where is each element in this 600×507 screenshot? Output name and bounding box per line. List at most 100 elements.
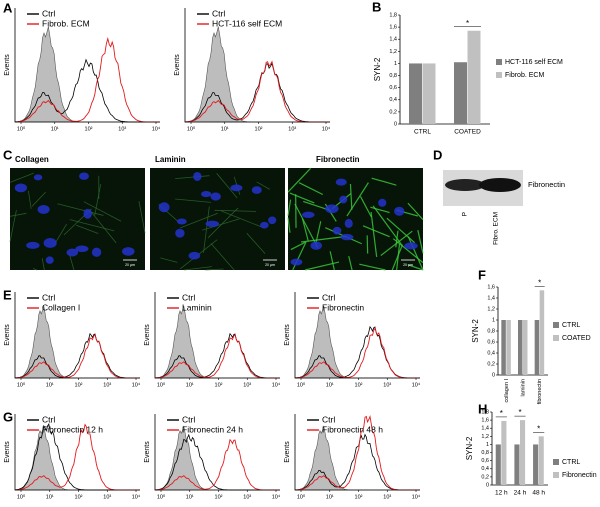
fiber bbox=[290, 241, 306, 251]
fiber bbox=[287, 199, 292, 216]
nucleus bbox=[83, 208, 92, 219]
legend-swatch bbox=[553, 335, 559, 341]
micrograph: 20 µm bbox=[287, 167, 424, 271]
fiber bbox=[83, 201, 122, 222]
x-tick-label: 24 h bbox=[514, 490, 527, 497]
nucleus bbox=[335, 178, 347, 186]
bar bbox=[538, 436, 544, 485]
nucleus bbox=[193, 171, 202, 181]
fiber bbox=[372, 205, 403, 246]
x-tick-label: 10² bbox=[215, 382, 223, 388]
y-tick-label: 1,2 bbox=[487, 306, 495, 312]
y-tick-label: 1,4 bbox=[487, 295, 495, 301]
legend-label: Fibrob. ECM bbox=[42, 18, 90, 28]
legend-label: Ctrl bbox=[182, 414, 195, 424]
x-tick-label: 10⁴ bbox=[152, 125, 161, 132]
fiber bbox=[301, 235, 347, 243]
histogram-control-area bbox=[184, 26, 330, 123]
y-tick-label: 1,4 bbox=[481, 426, 489, 432]
x-tick-label: 10² bbox=[75, 382, 83, 388]
legend-label: HCT-116 self ECM bbox=[505, 59, 563, 66]
panel-label: D bbox=[433, 147, 442, 162]
y-tick-label: 1,4 bbox=[389, 37, 397, 43]
x-tick-label: 10³ bbox=[383, 494, 391, 500]
histogram-axes bbox=[294, 414, 420, 491]
nucleus bbox=[43, 238, 57, 248]
panel-label: F bbox=[478, 267, 486, 282]
nucleus bbox=[210, 192, 221, 201]
y-tick-label: 1 bbox=[492, 317, 495, 323]
fiber bbox=[57, 203, 104, 216]
bar bbox=[539, 290, 545, 375]
x-tick-label: laminin bbox=[520, 379, 526, 396]
fiber bbox=[407, 264, 424, 271]
x-tick-label: 10⁰ bbox=[17, 125, 26, 132]
x-tick-label: 10⁴ bbox=[132, 493, 141, 500]
x-tick-label: 10¹ bbox=[51, 126, 59, 132]
x-tick-label: 10¹ bbox=[326, 494, 334, 500]
fiber bbox=[246, 232, 266, 255]
legend-label: Laminin bbox=[182, 302, 212, 312]
fiber bbox=[301, 218, 309, 241]
nucleus bbox=[33, 174, 43, 181]
x-tick-label: 10³ bbox=[243, 382, 251, 388]
significance-mark: * bbox=[466, 19, 469, 28]
x-tick-label: 10⁰ bbox=[187, 125, 196, 132]
y-tick-label: 1,6 bbox=[389, 25, 397, 31]
x-tick-label: 48 h bbox=[532, 490, 545, 497]
legend-label: Ctrl bbox=[42, 414, 55, 424]
nucleus bbox=[394, 206, 405, 216]
significance-mark: * bbox=[518, 408, 521, 417]
histogram-control-area bbox=[14, 26, 160, 123]
fiber bbox=[371, 177, 397, 186]
fiber bbox=[210, 243, 235, 271]
histogram-control-area bbox=[294, 425, 420, 491]
y-tick-label: 0,2 bbox=[389, 109, 397, 115]
scale-bar-label: 20 µm bbox=[265, 263, 275, 267]
significance-mark: * bbox=[500, 409, 503, 418]
nucleus bbox=[122, 247, 135, 256]
y-tick-label: 0,4 bbox=[487, 350, 495, 356]
nucleus bbox=[340, 233, 354, 241]
legend-label: Ctrl bbox=[42, 292, 55, 302]
fiber bbox=[203, 206, 210, 253]
legend-label: Fibrob. ECM bbox=[505, 72, 544, 79]
nucleus bbox=[378, 198, 387, 207]
x-tick-label: 10¹ bbox=[46, 494, 54, 500]
y-tick-label: 1,8 bbox=[481, 409, 489, 415]
nucleus bbox=[339, 195, 348, 204]
fiber bbox=[256, 181, 270, 190]
nucleus bbox=[26, 241, 40, 249]
x-tick-label: 10¹ bbox=[221, 126, 229, 132]
y-axis-label: Events bbox=[174, 54, 181, 76]
micrograph-bg bbox=[288, 168, 423, 270]
fiber bbox=[89, 209, 117, 244]
y-tick-label: 0,8 bbox=[487, 328, 495, 334]
fiber bbox=[349, 183, 353, 210]
legend-label: Ctrl bbox=[322, 292, 335, 302]
y-tick-label: 0 bbox=[394, 121, 397, 127]
fiber bbox=[41, 258, 45, 271]
x-tick-label: 10⁴ bbox=[272, 381, 281, 388]
x-tick-label: 10⁴ bbox=[412, 493, 421, 500]
histogram-control-area bbox=[154, 425, 280, 491]
legend-label: Fibronectin 12 h bbox=[42, 424, 103, 434]
fiber bbox=[175, 198, 212, 203]
legend-swatch bbox=[496, 59, 502, 65]
nucleus bbox=[344, 218, 353, 229]
x-tick-label: 10² bbox=[355, 382, 363, 388]
blot-band bbox=[445, 179, 485, 191]
x-tick-label: 10⁰ bbox=[157, 381, 166, 388]
fiber bbox=[138, 201, 146, 233]
micrograph: 20 µm bbox=[9, 168, 146, 271]
fiber bbox=[31, 191, 46, 207]
nucleus bbox=[260, 221, 269, 229]
x-tick-label: 10⁰ bbox=[17, 493, 26, 500]
blot-band bbox=[479, 178, 521, 192]
x-tick-label: 10³ bbox=[103, 382, 111, 388]
